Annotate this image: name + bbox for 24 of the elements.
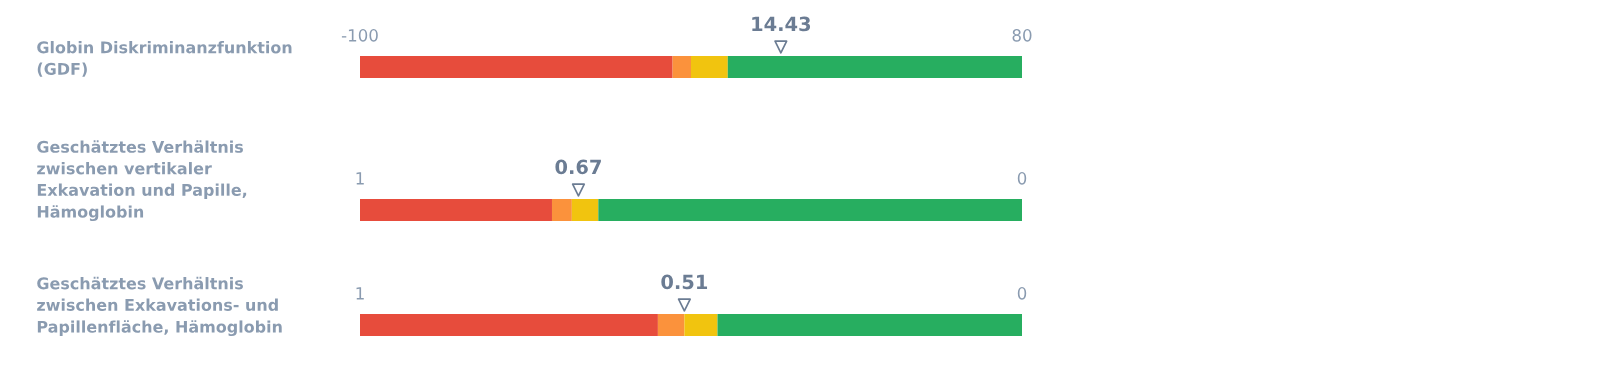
y-tick-label: Globin Diskriminanzfunktion (GDF): [37, 41, 292, 77]
x-tick-label: 0: [1017, 172, 1027, 185]
bar: [717, 314, 1022, 336]
x-tick-label: 1: [356, 172, 364, 185]
bar: [684, 314, 718, 336]
x-tick-label: 0: [1017, 287, 1027, 300]
bar: [598, 199, 1022, 221]
data-label: 14.43: [752, 16, 811, 32]
bar: [551, 199, 572, 221]
data-label: 0.67: [555, 159, 601, 175]
y-tick-label: Geschätztes Verhältnis zwischen Exkavations- und Papillenfläche, Hämoglobin: [37, 276, 282, 336]
bar: [360, 199, 552, 221]
bar: [691, 56, 728, 78]
bar: [727, 56, 1022, 78]
bar: [672, 56, 691, 78]
bar: [360, 314, 658, 336]
x-tick-label: -100: [341, 29, 378, 42]
x-tick-label: 80: [1012, 29, 1032, 42]
y-tick-label: Geschätztes Verhältnis zwischen vertikaler Exkavation und Papille, Hämoglobin: [37, 140, 247, 221]
bar: [571, 199, 599, 221]
data-label: 0.51: [661, 274, 708, 290]
x-tick-label: 1: [356, 287, 364, 300]
bar: [657, 314, 685, 336]
bar: [360, 56, 673, 78]
